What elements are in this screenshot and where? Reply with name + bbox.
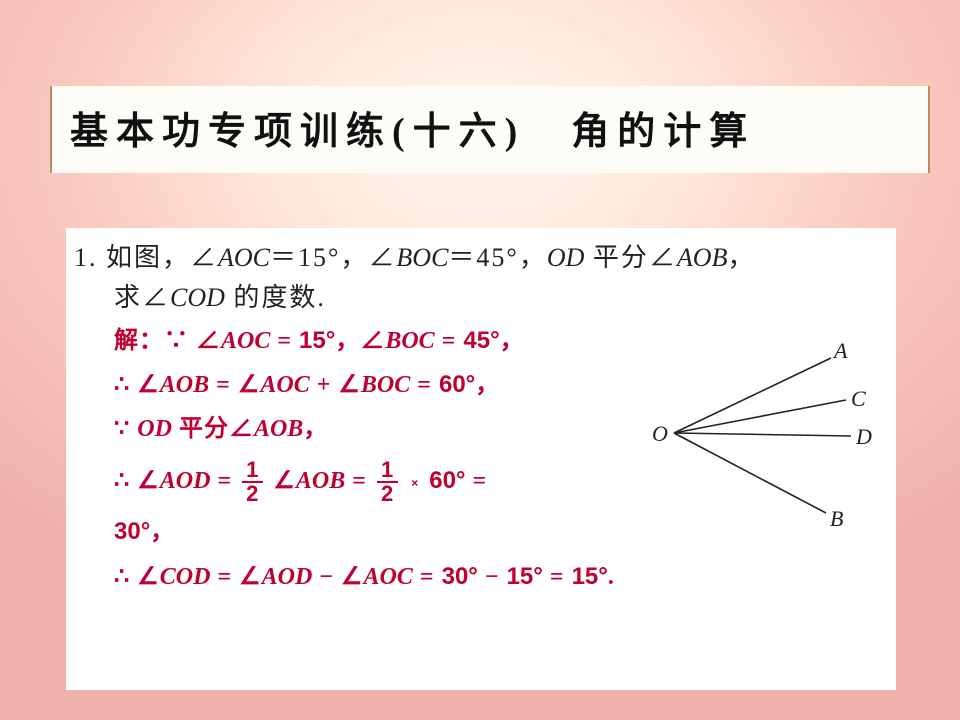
text: −: [478, 564, 507, 590]
text: 平分∠: [172, 416, 254, 442]
text: = ∠: [210, 564, 261, 590]
fraction-half-2: 12: [377, 459, 398, 505]
svg-text:D: D: [855, 424, 872, 449]
var-boc: BOC: [361, 372, 410, 398]
svg-text:A: A: [832, 338, 848, 363]
svg-text:B: B: [830, 506, 843, 531]
frac-num: 1: [242, 459, 263, 483]
content-box: 1. 如图，∠AOC＝15°，∠BOC＝45°，OD 平分∠AOB， 求∠COD…: [66, 228, 896, 690]
var-aoc: AOC: [260, 372, 309, 398]
val-60: 60°: [429, 467, 465, 494]
text: =: [345, 468, 374, 494]
diagram-svg: ACD B O: [646, 328, 876, 538]
text: =: [270, 328, 299, 354]
var-aob: AOB: [160, 372, 209, 398]
var-aob: AOB: [677, 243, 728, 272]
text: =: [466, 468, 488, 494]
var-aod: AOD: [160, 468, 211, 494]
text: =: [543, 564, 572, 590]
text: ∴ ∠: [114, 468, 160, 494]
text: =: [435, 328, 464, 354]
text: ∴ ∠: [114, 372, 160, 398]
problem-line-1: 1. 如图，∠AOC＝15°，∠BOC＝45°，OD 平分∠AOB，: [74, 238, 888, 278]
val-15: 15°: [507, 563, 543, 590]
page-title: 基本功专项训练(十六) 角的计算: [70, 100, 910, 155]
var-cod: COD: [170, 283, 225, 312]
text: =: [210, 468, 239, 494]
frac-num: 1: [377, 459, 398, 483]
text: 解：∵ ∠: [114, 328, 221, 354]
text: 求∠: [114, 283, 170, 312]
var-cod: COD: [160, 564, 211, 590]
text: ，: [150, 519, 175, 545]
val-30: 30°: [114, 518, 150, 545]
var-aoc: AOC: [221, 328, 270, 354]
var-boc: BOC: [396, 243, 448, 272]
val-15: 15°: [299, 327, 335, 354]
val-45: 45°: [463, 327, 499, 354]
text: ∴ ∠: [114, 564, 160, 590]
text: + ∠: [310, 372, 361, 398]
var-od: OD: [547, 243, 585, 272]
text: ，: [475, 372, 500, 398]
text: − ∠: [312, 564, 363, 590]
text: ∵: [114, 416, 137, 442]
var-aoc: AOC: [218, 243, 270, 272]
text: ＝15°，∠: [270, 243, 396, 272]
text: 的度数.: [225, 283, 326, 312]
val-30: 30°: [442, 563, 478, 590]
var-aoc: AOC: [364, 564, 413, 590]
solution-line-6: ∴ ∠COD = ∠AOD − ∠AOC = 30° − 15° = 15°.: [74, 555, 888, 599]
text: .: [608, 564, 615, 590]
frac-den: 2: [242, 483, 263, 505]
fraction-half-1: 12: [242, 459, 263, 505]
text: ，: [303, 416, 328, 442]
svg-text:O: O: [652, 421, 668, 446]
angle-diagram: ACD B O: [646, 328, 876, 538]
var-aob: AOB: [296, 468, 345, 494]
text: ，: [727, 243, 755, 272]
text: 平分∠: [584, 243, 677, 272]
text: =: [410, 372, 439, 398]
text: 1. 如图，∠: [74, 243, 218, 272]
val-60: 60°: [439, 371, 475, 398]
title-band: 基本功专项训练(十六) 角的计算: [50, 86, 930, 173]
text: ＝45°，: [448, 243, 546, 272]
var-aob: AOB: [254, 416, 303, 442]
svg-text:C: C: [851, 386, 866, 411]
var-od: OD: [137, 416, 172, 442]
frac-den: 2: [377, 483, 398, 505]
val-15: 15°: [572, 563, 608, 590]
var-aod: AOD: [262, 564, 313, 590]
text: ∠: [273, 468, 296, 494]
var-boc: BOC: [385, 328, 434, 354]
text: = ∠: [209, 372, 260, 398]
text: ，∠: [335, 328, 385, 354]
problem-line-2: 求∠COD 的度数.: [74, 278, 888, 318]
text: =: [413, 564, 442, 590]
mult-sign: ×: [408, 476, 422, 490]
text: ，: [500, 328, 525, 354]
